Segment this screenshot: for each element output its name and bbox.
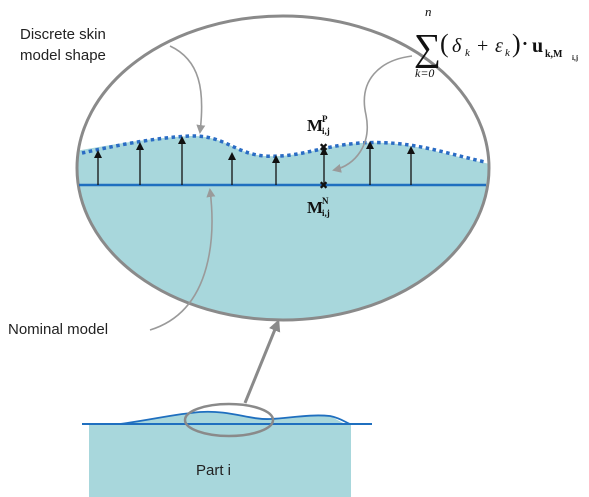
svg-text:k=0: k=0 bbox=[415, 66, 434, 80]
svg-text:)·: )· bbox=[512, 29, 529, 58]
svg-text:N: N bbox=[322, 196, 329, 206]
point-n-marker: ✖ bbox=[319, 179, 328, 192]
part-skin-curve bbox=[119, 410, 351, 425]
point-n-label: M N i,j bbox=[307, 196, 330, 218]
svg-text:k: k bbox=[465, 47, 471, 59]
formula: ∑ n k=0 ( δ k + ε k )· u k,M i,j bbox=[414, 4, 578, 80]
svg-text:i,j: i,j bbox=[322, 208, 330, 218]
svg-text:i,j: i,j bbox=[572, 54, 578, 62]
svg-text:δ: δ bbox=[452, 35, 462, 57]
nominal-leader bbox=[149, 188, 216, 331]
discrete-skin-label-line2: model shape bbox=[20, 47, 106, 64]
zoom-fill bbox=[77, 135, 489, 320]
discrete-skin-label-line1: Discrete skin bbox=[20, 26, 106, 43]
formula-leader bbox=[332, 55, 413, 173]
deviation-arrows bbox=[94, 136, 415, 185]
discrete-skin-curve bbox=[81, 134, 486, 164]
skin-region-fill bbox=[77, 135, 489, 320]
discrete-leader bbox=[169, 45, 206, 134]
svg-text:n: n bbox=[425, 4, 432, 19]
svg-text:k,M: k,M bbox=[545, 49, 563, 60]
svg-text:M: M bbox=[307, 116, 323, 135]
nominal-label: Nominal model bbox=[8, 321, 108, 338]
part-label: Part i bbox=[196, 462, 231, 479]
svg-text:k: k bbox=[505, 47, 511, 59]
point-p-marker: ✖ bbox=[319, 141, 328, 154]
svg-text:+: + bbox=[477, 35, 488, 57]
svg-text:P: P bbox=[322, 114, 328, 124]
svg-text:ε: ε bbox=[495, 35, 503, 57]
zoom-arrow bbox=[243, 319, 281, 404]
point-p-label: M P i,j bbox=[307, 114, 330, 136]
svg-text:∑: ∑ bbox=[414, 27, 441, 69]
part-zoom-ellipse bbox=[183, 402, 275, 438]
svg-text:(: ( bbox=[440, 29, 449, 58]
zoom-ellipse bbox=[75, 14, 491, 322]
part-skin-fill bbox=[120, 411, 345, 424]
svg-text:M: M bbox=[307, 198, 323, 217]
svg-text:i,j: i,j bbox=[322, 126, 330, 136]
svg-text:u: u bbox=[532, 35, 543, 57]
